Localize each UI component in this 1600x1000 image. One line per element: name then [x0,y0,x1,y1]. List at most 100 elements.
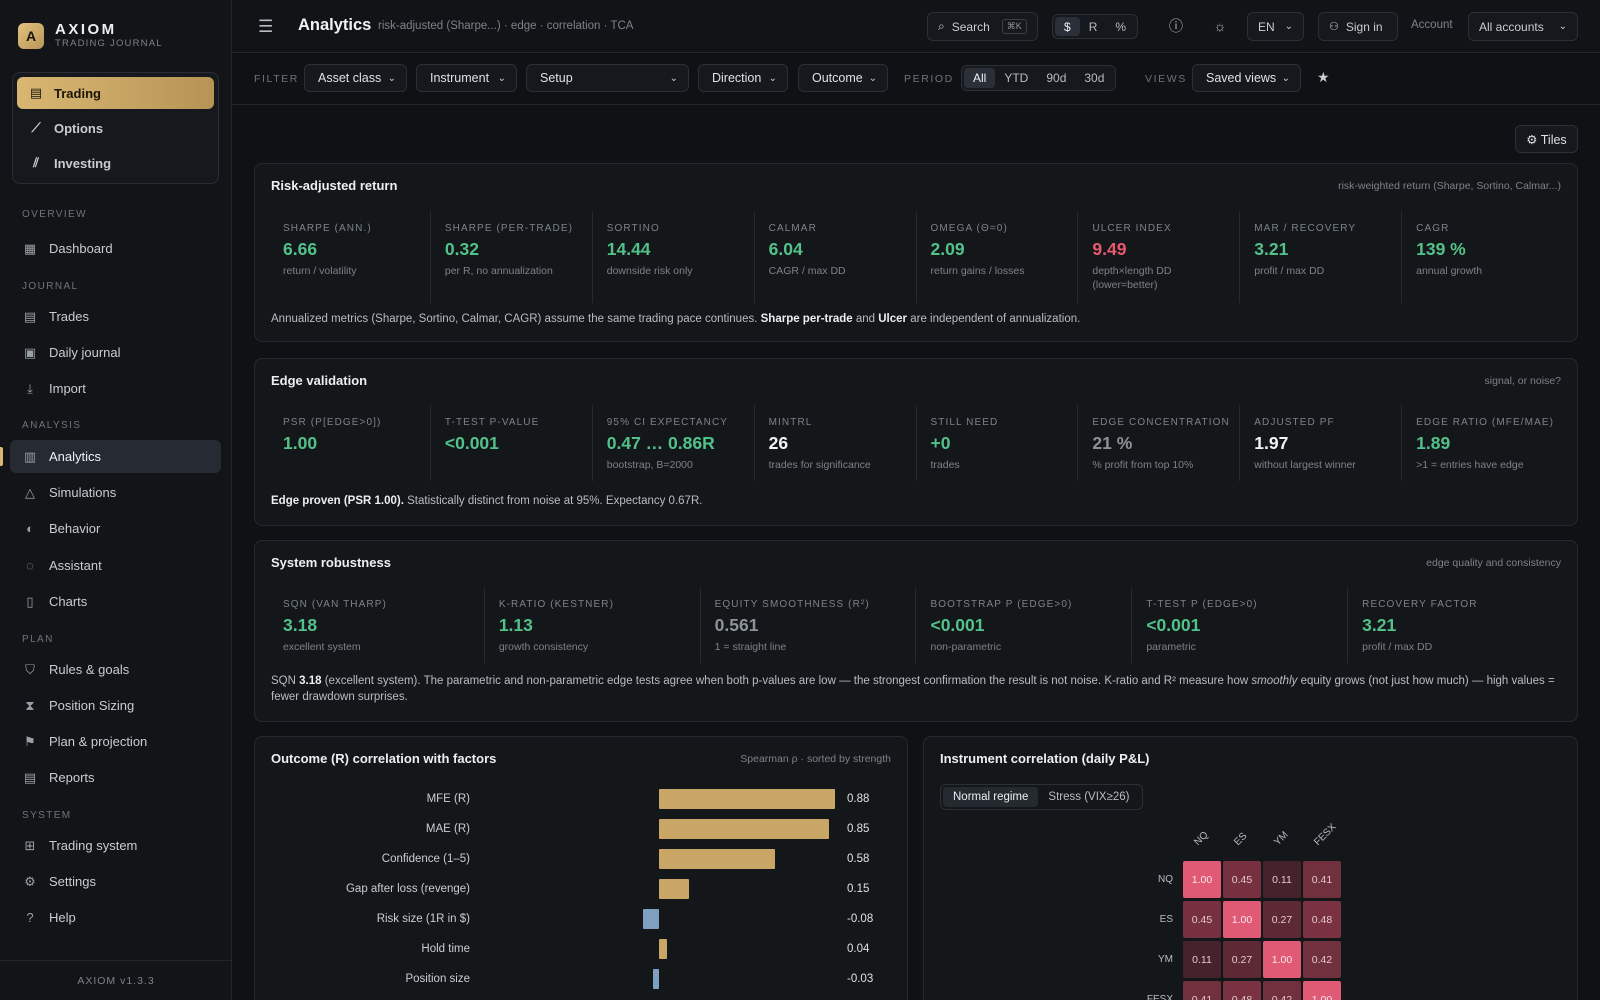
sidebar-item-plan-projection[interactable]: ⚑ Plan & projection [10,725,221,758]
period-all[interactable]: All [964,68,996,88]
sidebar-item-rules-goals[interactable]: ⛉ Rules & goals [10,653,221,686]
document-icon: ▤ [23,308,37,324]
metric-sub: non-parametric [930,641,1002,653]
heatmap-col-label: YM [1272,829,1291,848]
metric-recovery-factor: Recovery factor 3.21 profit / max DD [1347,587,1563,663]
correlation-value: -0.08 [847,913,874,925]
flag-icon: ⚑ [24,733,36,749]
regime-stress[interactable]: Stress (VIX≥26) [1048,791,1130,803]
line-chart-icon: ⟋ [31,120,41,135]
heatmap-cell: 1.00 [1303,981,1341,1000]
metric-t-test-p: t-test p (edge>0) <0.001 parametric [1131,587,1347,663]
report-icon: ▤ [23,769,37,785]
saved-views-select[interactable]: Saved views ⌄ [1192,64,1301,92]
sidebar-item-assistant[interactable]: ◌ Assistant [10,549,221,582]
heatmap-row-label: NQ [1158,874,1173,885]
mode-label: Options [54,120,104,136]
setup-select[interactable]: Setup ⌄ [526,64,689,92]
star-icon[interactable]: ★ [1317,69,1330,85]
sidebar-item-import[interactable]: ⤓ Import [10,372,221,405]
metric-value: 1.97 [1254,433,1289,453]
mode-investing[interactable]: ⫽ Investing [17,147,214,179]
filter-bar: FILTER Asset class ⌄ Instrument ⌄ Setup ⌄ D… [232,53,1600,105]
metric-value: 0.32 [444,239,479,259]
period-toggle: All YTD 90d 30d [961,65,1117,91]
heatmap-cell: 0.45 [1183,901,1221,938]
sidebar-item-dashboard[interactable]: ▦ Dashboard [10,232,221,265]
metric-label: CAGR [1416,223,1450,234]
sidebar-item-simulations[interactable]: △ Simulations [10,476,221,509]
sidebar-item-analytics[interactable]: ▥ Analytics [0,440,221,473]
metric-label: Ulcer index [1092,223,1172,234]
mode-options[interactable]: ⟋ Options [17,112,214,144]
sidebar-item-position-sizing[interactable]: ⧗ Position Sizing [10,689,221,722]
views-label: VIEWS [1145,73,1187,85]
metric-value: 26 [768,433,789,453]
asset-class-select[interactable]: Asset class ⌄ [304,64,407,92]
robust-note: SQN 3.18 (excellent system). The paramet… [271,673,1557,705]
period-30d[interactable]: 30d [1084,71,1105,85]
select-value: Outcome [812,71,863,85]
unit-r[interactable]: R [1088,19,1098,34]
metric-label: t-test p (edge>0) [1146,599,1258,610]
select-value: Asset class [318,71,382,85]
account-select[interactable]: All accounts ⌄ [1468,12,1578,41]
sidebar-item-label: Daily journal [49,345,121,360]
sidebar-item-label: Assistant [49,558,102,573]
metric-t-test: t-test p-value <0.001 [429,405,592,481]
correlation-bar [653,969,659,989]
sidebar-item-trades[interactable]: ▤ Trades [10,300,221,333]
correlation-row: Risk size (1R in $) -0.08 [255,906,905,936]
metric-value: 1.13 [498,615,533,635]
metric-sub: 1 = straight line [714,641,787,653]
period-90d[interactable]: 90d [1046,71,1067,85]
metrics-row: SQN (Van Tharp) 3.18 excellent system K-ra… [269,587,1563,663]
metric-value: 3.18 [283,615,318,635]
sidebar-item-trading-system[interactable]: ⊞ Trading system [10,829,221,862]
mode-trading[interactable]: ▤ Trading [17,77,214,109]
correlation-value: 0.85 [847,823,870,835]
period-ytd[interactable]: YTD [1004,71,1029,85]
heatmap-cell: 0.45 [1223,861,1261,898]
language-select[interactable]: EN ⌄ [1247,12,1304,41]
unit-dollar[interactable]: $ [1055,17,1080,36]
risk-adjusted-panel: Risk-adjusted return risk-weighted retur… [254,163,1578,342]
sidebar-item-charts[interactable]: ▯ Charts [10,585,221,618]
instrument-select[interactable]: Instrument ⌄ [416,64,517,92]
tiles-button[interactable]: ⚙ Tiles [1515,125,1578,153]
regime-normal[interactable]: Normal regime [943,787,1039,807]
theme-toggle-icon[interactable]: ☼ [1213,18,1227,34]
download-icon: ⤓ [27,380,33,396]
note-text: Statistically distinct from noise at 95%… [407,495,703,507]
sidebar-item-settings[interactable]: ⚙ Settings [10,865,221,898]
correlation-bar [643,909,659,929]
sidebar-item-daily-journal[interactable]: ▣ Daily journal [10,336,221,369]
metric-mar-recovery: MAR / recovery 3.21 profit / max DD [1239,211,1401,303]
menu-icon[interactable]: ☰ [258,17,274,36]
unit-percent[interactable]: % [1115,19,1127,34]
sidebar-item-reports[interactable]: ▤ Reports [10,761,221,794]
metric-cagr: CAGR 139 % annual growth [1401,211,1563,303]
unit-toggle: $ R % [1052,14,1139,39]
sidebar-item-help[interactable]: ? Help [10,901,221,934]
heatmap-cell: 0.27 [1223,941,1261,978]
version-label: AXIOM v1.3.3 [0,960,232,1000]
direction-select[interactable]: Direction ⌄ [698,64,788,92]
heatmap-cell: 0.42 [1263,981,1301,1000]
note-italic: smoothly [1251,675,1298,687]
metric-sub: without largest winner [1254,459,1356,471]
bar-chart-icon: ▥ [23,448,37,464]
outcome-select[interactable]: Outcome ⌄ [798,64,888,92]
heatmap-row-label: FESX [1146,994,1173,1000]
brand[interactable]: A AXIOM TRADING JOURNAL [18,21,163,50]
metric-bootstrap-p: Bootstrap p (edge>0) <0.001 non-parametric [915,587,1131,663]
heatmap-cell: 0.27 [1263,901,1301,938]
sidebar-item-behavior[interactable]: ◐ Behavior [10,512,221,545]
note-bold: Ulcer [878,313,908,325]
search-button[interactable]: ⌕ Search ⌘K [927,12,1038,41]
sign-in-label: Sign in [1345,19,1383,34]
help-icon[interactable]: ⓘ [1169,18,1183,34]
sign-in-button[interactable]: ⚇ Sign in [1318,12,1398,41]
sidebar-item-label: Simulations [49,485,117,500]
nav-section-plan: PLAN [22,634,54,645]
